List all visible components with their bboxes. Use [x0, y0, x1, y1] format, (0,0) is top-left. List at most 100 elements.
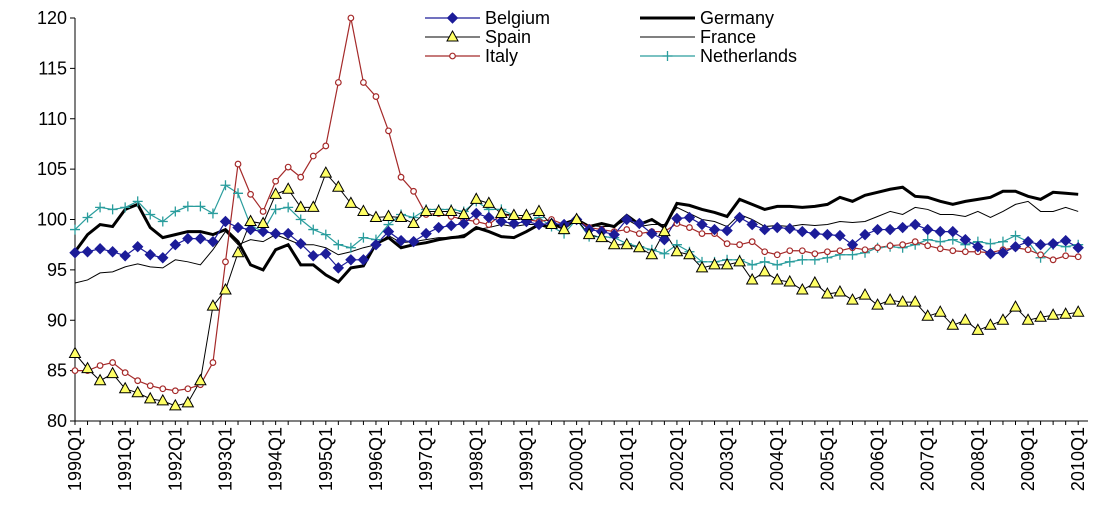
point-marker — [207, 208, 218, 219]
point-marker — [936, 245, 944, 253]
point-marker — [1049, 256, 1057, 264]
point-marker — [922, 223, 934, 236]
point-marker — [334, 79, 342, 86]
point-marker — [118, 381, 132, 394]
point-marker — [971, 323, 985, 335]
point-marker — [996, 313, 1010, 325]
x-tick-label: 1992Q1 — [165, 427, 185, 491]
point-marker — [244, 214, 257, 227]
point-marker — [470, 207, 482, 220]
x-tick-label: 2001Q1 — [617, 427, 637, 491]
point-marker — [645, 247, 659, 260]
point-marker — [545, 217, 558, 230]
point-marker — [1047, 237, 1059, 250]
point-marker — [294, 200, 308, 212]
point-marker — [797, 254, 808, 265]
point-marker — [1059, 307, 1073, 319]
point-marker — [306, 200, 320, 212]
point-marker — [445, 219, 457, 232]
point-marker — [533, 218, 545, 231]
point-marker — [909, 218, 921, 231]
x-tick-label: 1996Q1 — [366, 427, 386, 491]
point-marker — [220, 180, 231, 191]
x-tick-label: 1999Q1 — [516, 427, 536, 491]
point-marker — [1010, 230, 1021, 241]
y-tick-label: 85 — [47, 361, 67, 381]
point-marker — [259, 208, 267, 215]
point-marker — [884, 223, 896, 236]
point-marker — [81, 361, 94, 374]
point-marker — [620, 237, 634, 250]
point-marker — [933, 305, 947, 317]
point-marker — [182, 232, 194, 245]
point-marker — [96, 362, 104, 369]
point-marker — [621, 213, 633, 226]
point-marker — [156, 393, 170, 406]
point-marker — [69, 247, 81, 259]
point-marker — [935, 236, 946, 247]
point-marker — [1046, 308, 1060, 320]
point-marker — [635, 230, 643, 238]
point-marker — [244, 223, 257, 236]
point-marker — [222, 258, 229, 266]
point-marker — [132, 196, 143, 207]
point-marker — [821, 228, 834, 241]
point-marker — [68, 346, 82, 358]
point-marker — [357, 254, 370, 266]
point-marker — [256, 216, 270, 229]
point-marker — [207, 235, 219, 248]
point-marker — [658, 224, 671, 237]
point-marker — [120, 202, 131, 213]
point-marker — [859, 228, 871, 241]
point-marker — [320, 229, 331, 240]
point-marker — [407, 216, 420, 229]
point-marker — [472, 218, 480, 225]
point-marker — [720, 257, 734, 270]
x-tick-label: 1993Q1 — [215, 427, 235, 491]
point-marker — [397, 173, 405, 181]
legend-label: Belgium — [485, 8, 550, 28]
point-marker — [82, 212, 93, 223]
point-marker — [874, 244, 881, 252]
point-marker — [94, 243, 106, 255]
y-tick-label: 115 — [38, 58, 67, 78]
point-marker — [747, 259, 758, 270]
y-tick-label: 100 — [37, 210, 67, 230]
point-marker — [582, 227, 596, 240]
point-marker — [357, 204, 370, 216]
point-marker — [961, 248, 969, 256]
legend-label: Netherlands — [700, 46, 797, 66]
point-marker — [632, 240, 646, 253]
x-tick-label: 1998Q1 — [466, 427, 486, 491]
point-marker — [270, 204, 281, 215]
point-marker — [495, 215, 508, 228]
point-marker — [698, 230, 706, 238]
legend-marker — [449, 52, 456, 60]
point-marker — [1074, 253, 1082, 261]
x-tick-label: 2004Q1 — [767, 427, 787, 491]
point-marker — [284, 163, 292, 171]
point-marker — [319, 166, 333, 178]
point-marker — [308, 224, 319, 235]
point-marker — [309, 152, 317, 160]
point-marker — [921, 309, 935, 321]
point-marker — [182, 201, 193, 212]
point-marker — [395, 234, 407, 247]
point-marker — [282, 227, 294, 240]
point-marker — [1024, 246, 1032, 254]
point-marker — [159, 385, 167, 393]
point-marker — [444, 204, 458, 216]
point-marker — [708, 257, 721, 270]
x-tick-label: 2008Q1 — [968, 427, 988, 491]
y-tick-label: 95 — [47, 260, 67, 280]
legend-marker — [662, 51, 673, 61]
x-tick-label: 2006Q1 — [868, 427, 888, 491]
point-marker — [233, 188, 244, 199]
point-marker — [633, 217, 646, 230]
y-tick-label: 120 — [37, 8, 67, 28]
point-marker — [946, 318, 960, 330]
point-marker — [984, 318, 997, 330]
point-marker — [836, 247, 844, 255]
point-marker — [134, 377, 142, 385]
point-marker — [257, 225, 269, 238]
